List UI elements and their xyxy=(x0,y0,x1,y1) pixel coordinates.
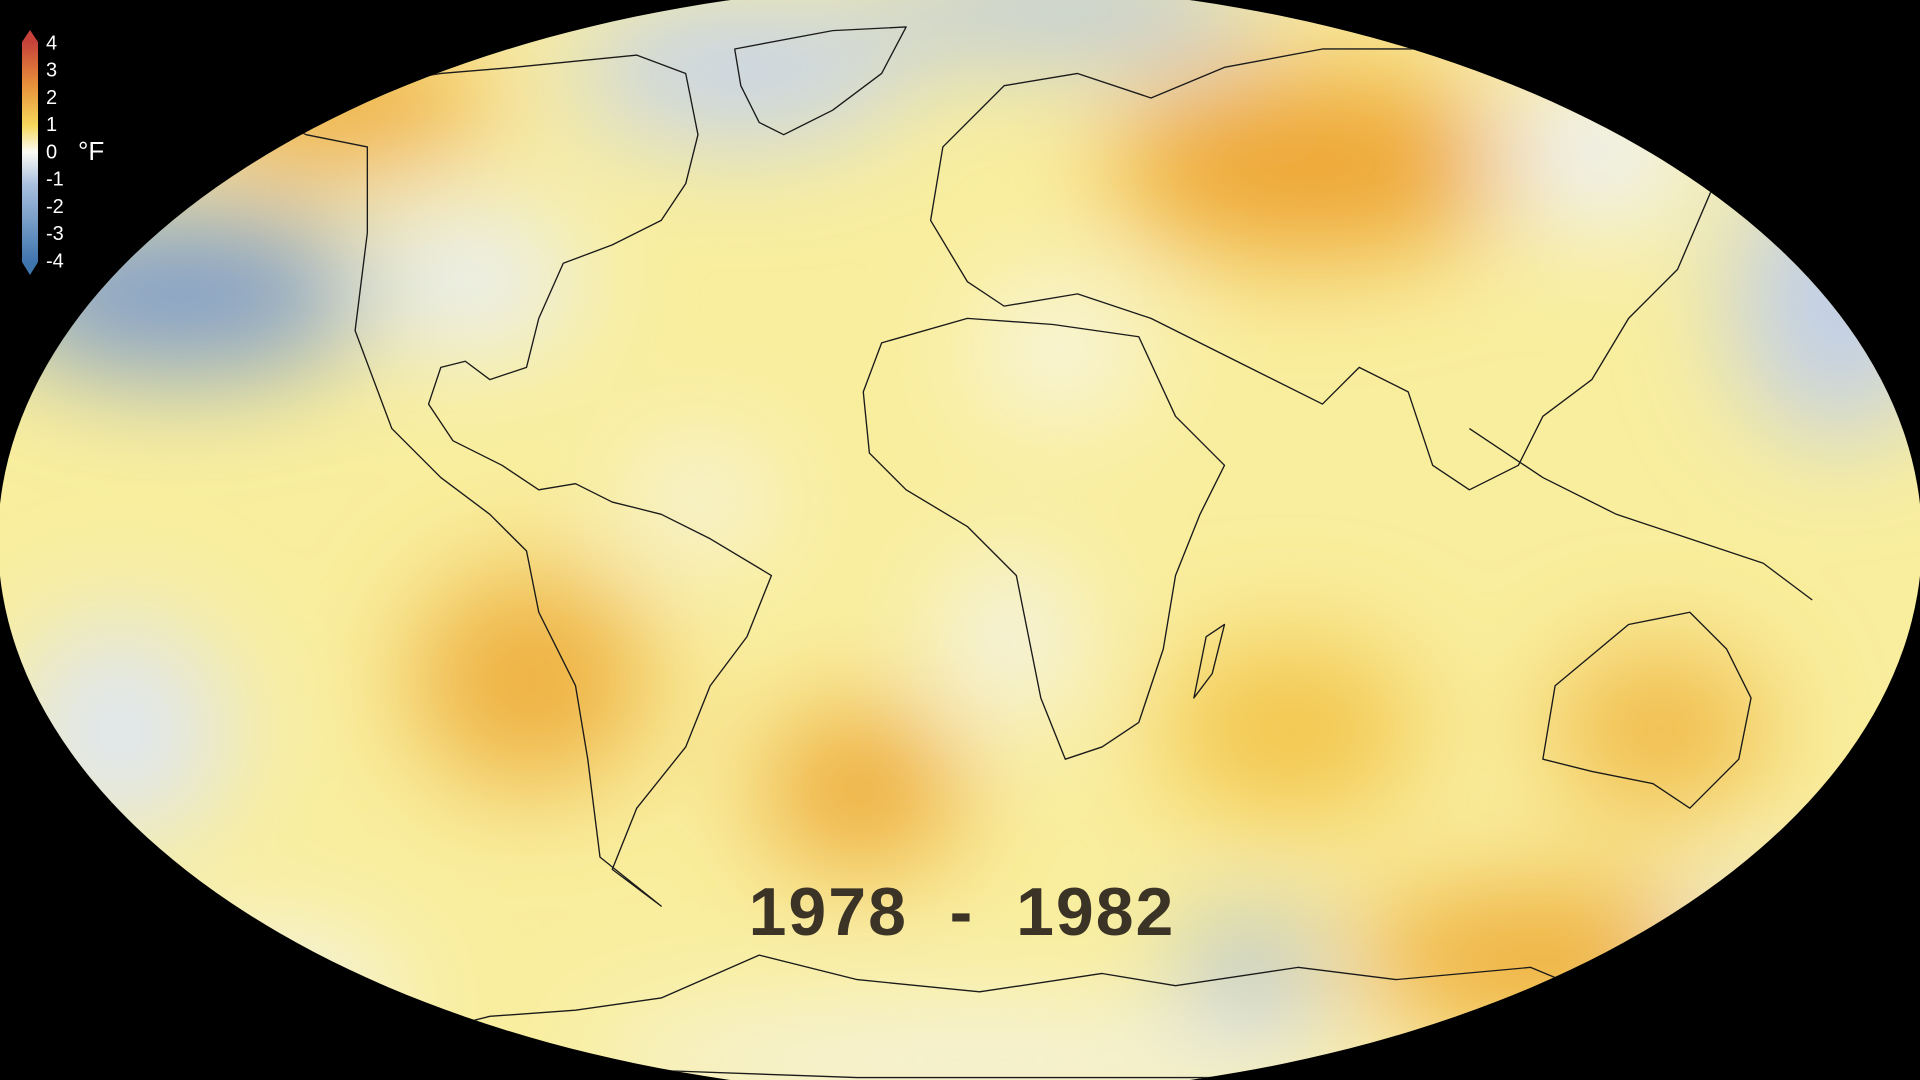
color-legend: °F 4 3 2 1 0 -1 -2 -3 -4 xyxy=(22,30,104,275)
legend-tick-label: -4 xyxy=(46,250,64,272)
legend-tick-label: -1 xyxy=(46,169,64,191)
legend-tick-label: 1 xyxy=(46,114,57,136)
legend-tick-label: -2 xyxy=(46,196,64,218)
legend-tick-label: 0 xyxy=(46,141,57,163)
legend-tick-label: 4 xyxy=(46,32,57,54)
legend-min-arrow xyxy=(22,262,38,275)
legend-tick-label: -3 xyxy=(46,223,64,245)
period-label: 1978 - 1982 xyxy=(749,874,1176,950)
legend-max-arrow xyxy=(22,30,38,42)
legend-color-bar xyxy=(22,42,38,262)
legend-tick-label: 3 xyxy=(46,60,57,82)
legend-tick-label: 2 xyxy=(46,87,57,109)
legend-unit: °F xyxy=(78,136,104,166)
